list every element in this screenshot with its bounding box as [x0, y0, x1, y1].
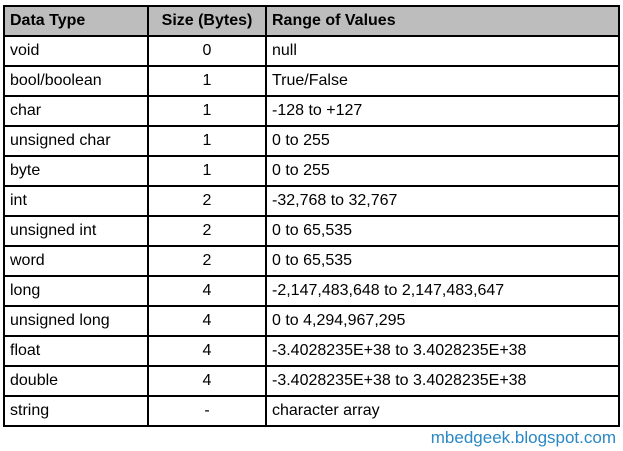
header-row: Data Type Size (Bytes) Range of Values	[3, 5, 620, 37]
cell-void-range[interactable]: null	[265, 35, 620, 67]
blog-link[interactable]: mbedgeek.blogspot.com	[430, 428, 616, 447]
cell-unsigned-char-size[interactable]: 1	[147, 125, 267, 157]
table-row-char: char 1 -128 to +127	[3, 95, 620, 127]
selected-cell-border	[268, 98, 617, 124]
cell-byte-range[interactable]: 0 to 255	[265, 155, 620, 187]
cell-long-type[interactable]: long	[3, 275, 149, 307]
cell-word-size[interactable]: 2	[147, 245, 267, 277]
cell-bool-boolean-range[interactable]: True/False	[265, 65, 620, 97]
cell-bool-boolean-type[interactable]: bool/boolean	[3, 65, 149, 97]
cell-unsigned-int-size[interactable]: 2	[147, 215, 267, 247]
cell-char-type[interactable]: char	[3, 95, 149, 127]
cell-unsigned-char-range[interactable]: 0 to 255	[265, 125, 620, 157]
table-row-float: float 4 -3.4028235E+38 to 3.4028235E+38	[3, 335, 620, 367]
cell-long-range[interactable]: -2,147,483,648 to 2,147,483,647	[265, 275, 620, 307]
cell-byte-type[interactable]: byte	[3, 155, 149, 187]
cell-void-size[interactable]: 0	[147, 35, 267, 67]
table-row-byte: byte 1 0 to 255	[3, 155, 620, 187]
table-row-unsigned-char: unsigned char 1 0 to 255	[3, 125, 620, 157]
footer: mbedgeek.blogspot.com	[431, 428, 616, 448]
table-row-unsigned-long: unsigned long 4 0 to 4,294,967,295	[3, 305, 620, 337]
cell-float-type[interactable]: float	[3, 335, 149, 367]
table-row-string: string - character array	[3, 395, 620, 427]
table-row-word: word 2 0 to 65,535	[3, 245, 620, 277]
cell-char-range[interactable]: -128 to +127	[265, 95, 620, 127]
data-types-table: Data Type Size (Bytes) Range of Values voi…	[3, 5, 620, 427]
table-row-void: void 0 null	[3, 35, 620, 67]
cell-double-type[interactable]: double	[3, 365, 149, 397]
cell-void-type[interactable]: void	[3, 35, 149, 67]
cell-long-size[interactable]: 4	[147, 275, 267, 307]
column-header-size-bytes: Size (Bytes)	[147, 5, 267, 37]
cell-unsigned-long-range[interactable]: 0 to 4,294,967,295	[265, 305, 620, 337]
cell-string-size[interactable]: -	[147, 395, 267, 427]
cell-int-type[interactable]: int	[3, 185, 149, 217]
cell-double-size[interactable]: 4	[147, 365, 267, 397]
cell-float-size[interactable]: 4	[147, 335, 267, 367]
table-body: void 0 null bool/boolean 1 True/False char 1 -12…	[3, 35, 620, 427]
table-row-unsigned-int: unsigned int 2 0 to 65,535	[3, 215, 620, 247]
cell-char-size[interactable]: 1	[147, 95, 267, 127]
table-row-bool-boolean: bool/boolean 1 True/False	[3, 65, 620, 97]
cell-string-type[interactable]: string	[3, 395, 149, 427]
cell-int-size[interactable]: 2	[147, 185, 267, 217]
cell-float-range[interactable]: -3.4028235E+38 to 3.4028235E+38	[265, 335, 620, 367]
cell-unsigned-long-size[interactable]: 4	[147, 305, 267, 337]
cell-double-range[interactable]: -3.4028235E+38 to 3.4028235E+38	[265, 365, 620, 397]
cell-unsigned-long-type[interactable]: unsigned long	[3, 305, 149, 337]
cell-int-range[interactable]: -32,768 to 32,767	[265, 185, 620, 217]
table-row-long: long 4 -2,147,483,648 to 2,147,483,647	[3, 275, 620, 307]
cell-unsigned-char-type[interactable]: unsigned char	[3, 125, 149, 157]
cell-string-range[interactable]: character array	[265, 395, 620, 427]
cell-byte-size[interactable]: 1	[147, 155, 267, 187]
table-row-double: double 4 -3.4028235E+38 to 3.4028235E+38	[3, 365, 620, 397]
cell-word-type[interactable]: word	[3, 245, 149, 277]
cell-bool-boolean-size[interactable]: 1	[147, 65, 267, 97]
cell-unsigned-int-range[interactable]: 0 to 65,535	[265, 215, 620, 247]
cell-unsigned-int-type[interactable]: unsigned int	[3, 215, 149, 247]
column-header-data-type: Data Type	[3, 5, 149, 37]
column-header-range-of-values: Range of Values	[265, 5, 620, 37]
cell-word-range[interactable]: 0 to 65,535	[265, 245, 620, 277]
table-row-int: int 2 -32,768 to 32,767	[3, 185, 620, 217]
